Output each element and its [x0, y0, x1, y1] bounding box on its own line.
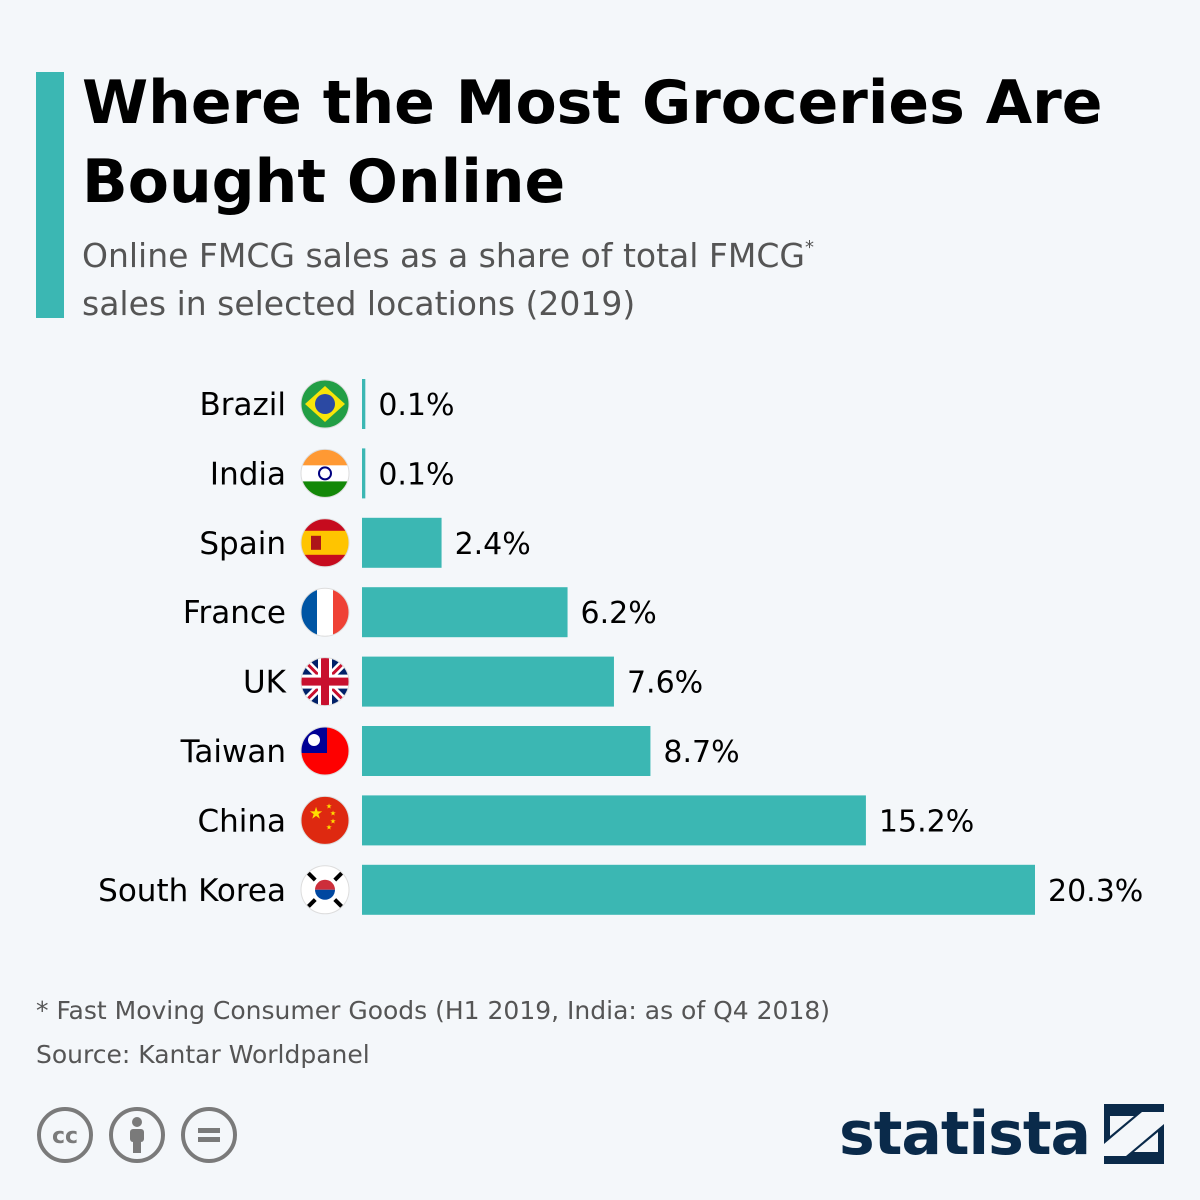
- bar: [362, 726, 651, 776]
- no-derivatives-icon[interactable]: [180, 1106, 238, 1164]
- bar: [362, 379, 366, 429]
- value-label: 15.2%: [879, 804, 974, 839]
- spain-flag-icon: [301, 518, 349, 567]
- statista-brand[interactable]: statista: [838, 1099, 1091, 1169]
- svg-text:cc: cc: [52, 1124, 78, 1149]
- subtitle-text-line2: sales in selected locations (2019): [82, 284, 636, 323]
- source-note: Source: Kantar Worldpanel: [36, 1040, 370, 1069]
- value-label: 20.3%: [1048, 874, 1143, 909]
- svg-text:★: ★: [330, 809, 336, 817]
- value-label: 0.1%: [378, 457, 454, 492]
- uk-flag-icon: [301, 657, 349, 706]
- india-flag-icon: [301, 449, 349, 498]
- value-label: 7.6%: [627, 666, 703, 701]
- france-flag-icon: [301, 588, 349, 637]
- svg-text:★: ★: [326, 823, 332, 831]
- value-label: 6.2%: [581, 596, 657, 631]
- category-label: Brazil: [199, 387, 286, 423]
- statista-logo-icon: [1104, 1104, 1164, 1164]
- bar: [362, 864, 1035, 915]
- bar: [362, 587, 568, 638]
- value-label: 8.7%: [663, 735, 739, 770]
- svg-text:★: ★: [330, 817, 336, 825]
- cc-icon[interactable]: cc: [36, 1106, 94, 1164]
- category-label: China: [197, 803, 286, 839]
- category-label: India: [210, 456, 286, 492]
- footnote: * Fast Moving Consumer Goods (H1 2019, I…: [36, 996, 831, 1025]
- chart-subtitle: Online FMCG sales as a share of total FM…: [82, 232, 1162, 328]
- bar-chart: Brazil 0.1% India 0.1% Spain 2.4% France 6.2% UK…: [98, 379, 1143, 915]
- category-label: France: [183, 595, 286, 631]
- chart-title: Where the Most Groceries Are Bought Onli…: [82, 68, 1103, 217]
- title-accent-bar: [36, 72, 64, 318]
- category-label: Taiwan: [180, 734, 286, 770]
- value-label: 0.1%: [378, 388, 454, 423]
- subtitle-footnote-mark: *: [804, 237, 814, 258]
- brazil-flag-icon: [301, 380, 349, 428]
- subtitle-text: Online FMCG sales as a share of total FM…: [82, 236, 805, 275]
- china-flag-icon: ★ ★★★★: [301, 796, 349, 845]
- svg-text:★: ★: [326, 802, 332, 810]
- bar: [362, 448, 366, 499]
- category-label: UK: [243, 665, 287, 701]
- category-label: Spain: [199, 526, 286, 562]
- bar: [362, 517, 442, 568]
- attribution-icon[interactable]: [108, 1106, 166, 1164]
- value-label: 2.4%: [455, 527, 531, 562]
- svg-text:★: ★: [309, 803, 323, 822]
- bar: [362, 795, 866, 846]
- category-label: South Korea: [98, 873, 286, 909]
- bar: [362, 656, 614, 707]
